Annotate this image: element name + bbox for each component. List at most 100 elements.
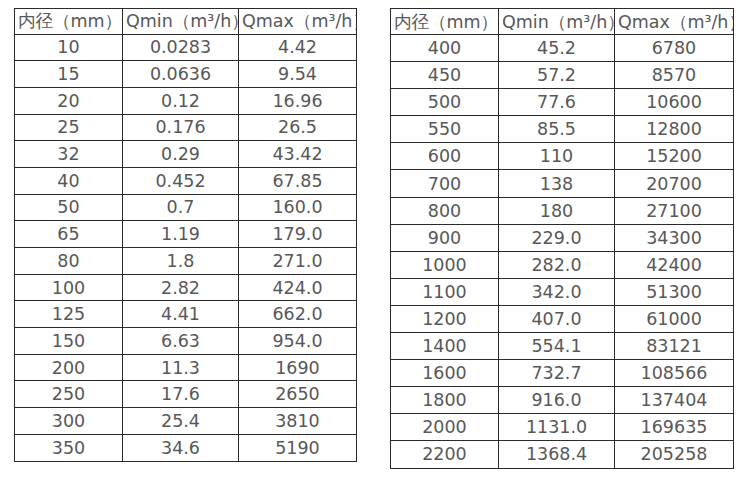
table-cell: 51300	[615, 278, 734, 305]
table-cell: 1.8	[123, 248, 239, 275]
table-row: 25017.62650	[15, 381, 357, 408]
table-cell: 34.6	[123, 434, 239, 461]
table-cell: 800	[391, 197, 499, 224]
table-row: 1800916.0137404	[391, 387, 734, 414]
column-header: Qmax（m³/h）	[239, 9, 357, 35]
table-cell: 80	[15, 248, 123, 275]
table-cell: 1368.4	[499, 441, 615, 468]
table-cell: 662.0	[239, 301, 357, 328]
table-cell: 2000	[391, 414, 499, 441]
table-cell: 0.176	[123, 114, 239, 141]
table-cell: 108566	[615, 360, 734, 387]
column-header: Qmin（m³/h）	[499, 9, 615, 35]
table-row: 45057.28570	[391, 62, 734, 89]
column-header: Qmin（m³/h）	[123, 9, 239, 35]
table-row: 1400554.183121	[391, 333, 734, 360]
table-cell: 1131.0	[499, 414, 615, 441]
table-row: 801.8271.0	[15, 248, 357, 275]
table-row: 651.19179.0	[15, 221, 357, 248]
table-cell: 137404	[615, 387, 734, 414]
table-row: 40045.26780	[391, 35, 734, 62]
table-row: 1200407.061000	[391, 305, 734, 332]
table-cell: 554.1	[499, 333, 615, 360]
table-cell: 57.2	[499, 62, 615, 89]
table-row: 35034.65190	[15, 434, 357, 461]
column-header: 内径（mm）	[15, 9, 123, 35]
table-cell: 0.7	[123, 194, 239, 221]
table-cell: 8570	[615, 62, 734, 89]
table-cell: 916.0	[499, 387, 615, 414]
table-row: 100.02834.42	[15, 34, 357, 61]
table-row: 400.45267.85	[15, 167, 357, 194]
table-cell: 0.0636	[123, 61, 239, 88]
table-cell: 11.3	[123, 354, 239, 381]
table-row: 250.17626.5	[15, 114, 357, 141]
flow-meter-spec-page: 内径（mm）Qmin（m³/h）Qmax（m³/h）100.02834.4215…	[0, 0, 750, 483]
table-cell: 0.12	[123, 87, 239, 114]
table-row: 70013820700	[391, 170, 734, 197]
table-cell: 85.5	[499, 116, 615, 143]
table-cell: 50	[15, 194, 123, 221]
table-cell: 600	[391, 143, 499, 170]
table-cell: 34300	[615, 224, 734, 251]
table-cell: 1800	[391, 387, 499, 414]
table-row: 20001131.0169635	[391, 414, 734, 441]
table-cell: 17.6	[123, 381, 239, 408]
flow-table-small-diameters: 内径（mm）Qmin（m³/h）Qmax（m³/h）100.02834.4215…	[14, 8, 357, 462]
table-cell: 10600	[615, 89, 734, 116]
table-cell: 0.452	[123, 167, 239, 194]
table-cell: 350	[15, 434, 123, 461]
table-cell: 1.19	[123, 221, 239, 248]
table-cell: 61000	[615, 305, 734, 332]
table-cell: 138	[499, 170, 615, 197]
table-cell: 732.7	[499, 360, 615, 387]
table-row: 1600732.7108566	[391, 360, 734, 387]
table-cell: 83121	[615, 333, 734, 360]
table-cell: 25	[15, 114, 123, 141]
table-row: 22001368.4205258	[391, 441, 734, 468]
table-cell: 25.4	[123, 408, 239, 435]
column-header: Qmax（m³/h）	[615, 9, 734, 35]
table-cell: 954.0	[239, 328, 357, 355]
table-cell: 20	[15, 87, 123, 114]
table-cell: 16.96	[239, 87, 357, 114]
table-cell: 12800	[615, 116, 734, 143]
table-cell: 0.0283	[123, 34, 239, 61]
table-cell: 250	[15, 381, 123, 408]
table-cell: 450	[391, 62, 499, 89]
table-cell: 229.0	[499, 224, 615, 251]
table-row: 60011015200	[391, 143, 734, 170]
table-row: 20011.31690	[15, 354, 357, 381]
table-cell: 550	[391, 116, 499, 143]
table-row: 80018027100	[391, 197, 734, 224]
table-cell: 1600	[391, 360, 499, 387]
flow-table-large-diameters: 内径（mm）Qmin（m³/h）Qmax（m³/h）40045.26780450…	[390, 8, 734, 469]
table-cell: 42400	[615, 251, 734, 278]
table-cell: 4.42	[239, 34, 357, 61]
table-cell: 9.54	[239, 61, 357, 88]
table-row: 1002.82424.0	[15, 274, 357, 301]
table-cell: 4.41	[123, 301, 239, 328]
table-cell: 26.5	[239, 114, 357, 141]
table-row: 1000282.042400	[391, 251, 734, 278]
table-cell: 3810	[239, 408, 357, 435]
table-cell: 27100	[615, 197, 734, 224]
table-cell: 180	[499, 197, 615, 224]
table-row: 320.2943.42	[15, 141, 357, 168]
table-cell: 700	[391, 170, 499, 197]
table-cell: 40	[15, 167, 123, 194]
table-row: 55085.512800	[391, 116, 734, 143]
header-row: 内径（mm）Qmin（m³/h）Qmax（m³/h）	[15, 9, 357, 35]
table-cell: 100	[15, 274, 123, 301]
column-header: 内径（mm）	[391, 9, 499, 35]
table-cell: 0.29	[123, 141, 239, 168]
table-cell: 282.0	[499, 251, 615, 278]
table-row: 900229.034300	[391, 224, 734, 251]
table-cell: 15	[15, 61, 123, 88]
table-cell: 1690	[239, 354, 357, 381]
table-cell: 179.0	[239, 221, 357, 248]
table-row: 1100342.051300	[391, 278, 734, 305]
table-cell: 67.85	[239, 167, 357, 194]
table-cell: 400	[391, 35, 499, 62]
table-row: 1254.41662.0	[15, 301, 357, 328]
